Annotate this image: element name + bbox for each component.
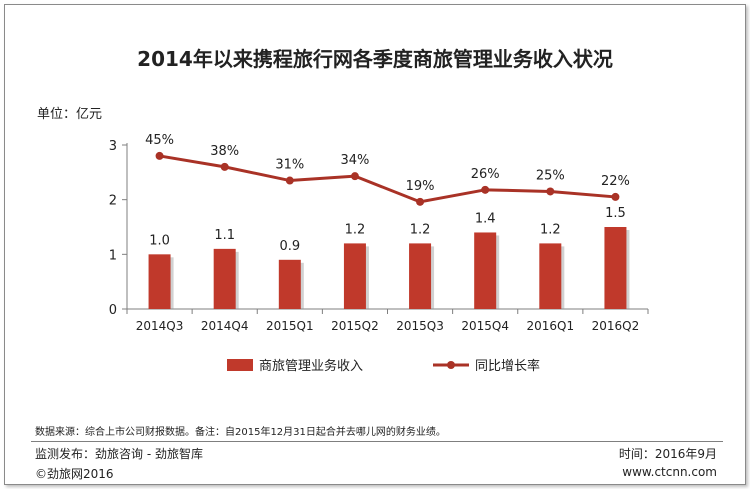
x-tick-label: 2015Q4 [461, 319, 509, 333]
x-tick-label: 2016Q1 [527, 319, 575, 333]
bar [409, 243, 432, 309]
legend-swatch-bar [227, 359, 253, 371]
x-tick-label: 2015Q2 [331, 319, 379, 333]
bar [148, 254, 171, 309]
y-tick-label: 1 [109, 248, 117, 263]
bar [604, 227, 627, 309]
copyright-text: ©劲旅网2016 [35, 467, 114, 481]
line-point [285, 176, 294, 185]
y-tick-label: 3 [109, 139, 117, 154]
y-tick-label: 2 [109, 194, 117, 209]
line-value-label: 26% [471, 167, 500, 182]
line-value-label: 45% [145, 133, 174, 148]
line-point [611, 192, 620, 201]
bar [343, 243, 366, 309]
bar [539, 243, 562, 309]
line-value-label: 19% [406, 179, 435, 194]
bar [474, 232, 497, 309]
bar-value-label: 1.2 [540, 222, 561, 237]
bar [278, 259, 301, 309]
bar-value-label: 1.0 [149, 233, 170, 248]
y-tick-label: 0 [109, 303, 117, 318]
growth-line [159, 154, 616, 204]
line-value-label: 34% [340, 153, 369, 168]
line-point [481, 185, 490, 194]
bar [213, 248, 236, 309]
chart-frame: 2014年以来携程旅行网各季度商旅管理业务收入状况 单位：亿元 0 1 2 3 2014… [4, 4, 746, 485]
x-tick-label: 2015Q3 [396, 319, 444, 333]
x-tick-label: 2016Q2 [592, 319, 640, 333]
line-value-label: 22% [601, 174, 630, 189]
source-note: 数据来源：综合上市公司财报数据。备注：自2015年12月31日起合并去哪儿网的财… [35, 427, 446, 438]
line-point [416, 197, 425, 206]
chart-plot: 0 1 2 3 2014Q3 2014Q4 2015Q1 2015Q2 2015Q3 2015Q4… [109, 133, 649, 374]
publisher-text: 监测发布：劲旅咨询 - 劲旅智库 [35, 447, 203, 461]
bar-value-label: 1.1 [214, 228, 235, 243]
line-point [350, 172, 359, 181]
line-value-label: 38% [210, 144, 239, 159]
bar-value-label: 1.2 [345, 222, 366, 237]
line-point [546, 187, 555, 196]
x-tick-label: 2014Q3 [136, 319, 184, 333]
legend-label-bar: 商旅管理业务收入 [259, 358, 363, 374]
footer-divider [31, 441, 723, 442]
bar-value-label: 1.2 [410, 222, 431, 237]
line-value-label: 25% [536, 168, 565, 183]
legend-swatch-marker [447, 361, 455, 369]
chart-title: 2014年以来携程旅行网各季度商旅管理业务收入状况 [137, 47, 613, 71]
bar-value-label: 0.9 [279, 239, 300, 254]
bar-value-label: 1.4 [475, 211, 496, 226]
publish-time: 时间：2016年9月 [618, 447, 717, 461]
line-value-label: 31% [275, 158, 304, 173]
x-tick-label: 2014Q4 [201, 319, 249, 333]
x-tick-label: 2015Q1 [266, 319, 314, 333]
line-point [155, 151, 164, 160]
legend-label-line: 同比增长率 [475, 358, 540, 374]
bar-value-label: 1.5 [605, 206, 626, 221]
unit-label: 单位：亿元 [37, 107, 103, 122]
website-link[interactable]: www.ctcnn.com [622, 465, 717, 479]
line-point [220, 162, 229, 171]
